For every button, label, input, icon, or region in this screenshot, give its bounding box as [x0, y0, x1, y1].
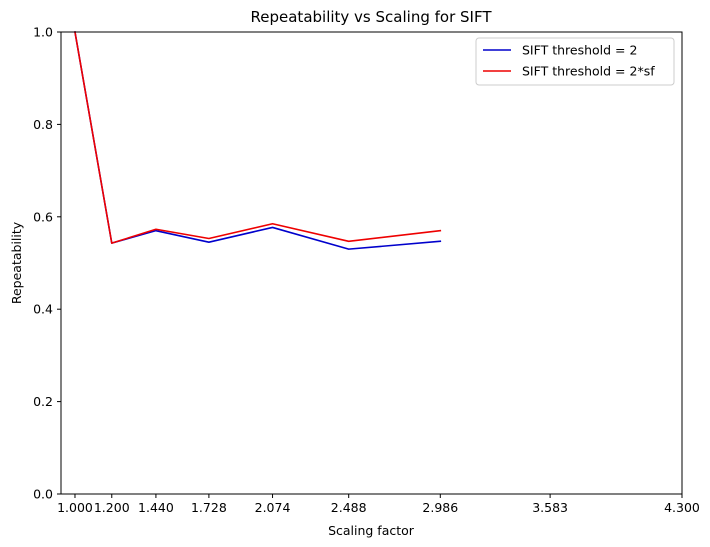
legend-box	[475, 37, 675, 86]
series-line-2	[74, 31, 442, 244]
x-tick-label: 1.200	[94, 500, 130, 515]
x-tick-label: 1.440	[138, 500, 174, 515]
y-tick-label: 0.6	[33, 209, 53, 224]
x-tick-label: 2.986	[422, 500, 458, 515]
y-axis-label: Repeatability	[9, 221, 24, 304]
series-line-1	[74, 31, 442, 250]
y-tick-label: 1.0	[33, 25, 53, 40]
x-tick-label: 3.583	[532, 500, 568, 515]
y-tick-label: 0.4	[33, 302, 53, 317]
y-tick-label: 0.8	[33, 117, 53, 132]
y-tick-label: 0.0	[33, 487, 53, 502]
x-tick-label: 4.300	[664, 500, 700, 515]
x-tick-label: 2.488	[331, 500, 367, 515]
plot-area: 1.000 1.200 1.440 1.728 2.074 2.488 2.986 3.583…	[33, 25, 700, 516]
x-tick-label: 2.074	[255, 500, 291, 515]
x-tick-label: 1.000	[57, 500, 93, 515]
chart-title: Repeatability vs Scaling for SIFT	[251, 8, 493, 26]
plot-frame	[60, 31, 683, 495]
legend: SIFT threshold = 2 SIFT threshold = 2*sf	[475, 37, 675, 86]
x-axis-label: Scaling factor	[328, 523, 415, 538]
y-tick-label: 0.2	[33, 394, 53, 409]
legend-label-2: SIFT threshold = 2*sf	[522, 64, 655, 79]
legend-label-1: SIFT threshold = 2	[522, 43, 637, 58]
x-tick-label: 1.728	[191, 500, 227, 515]
